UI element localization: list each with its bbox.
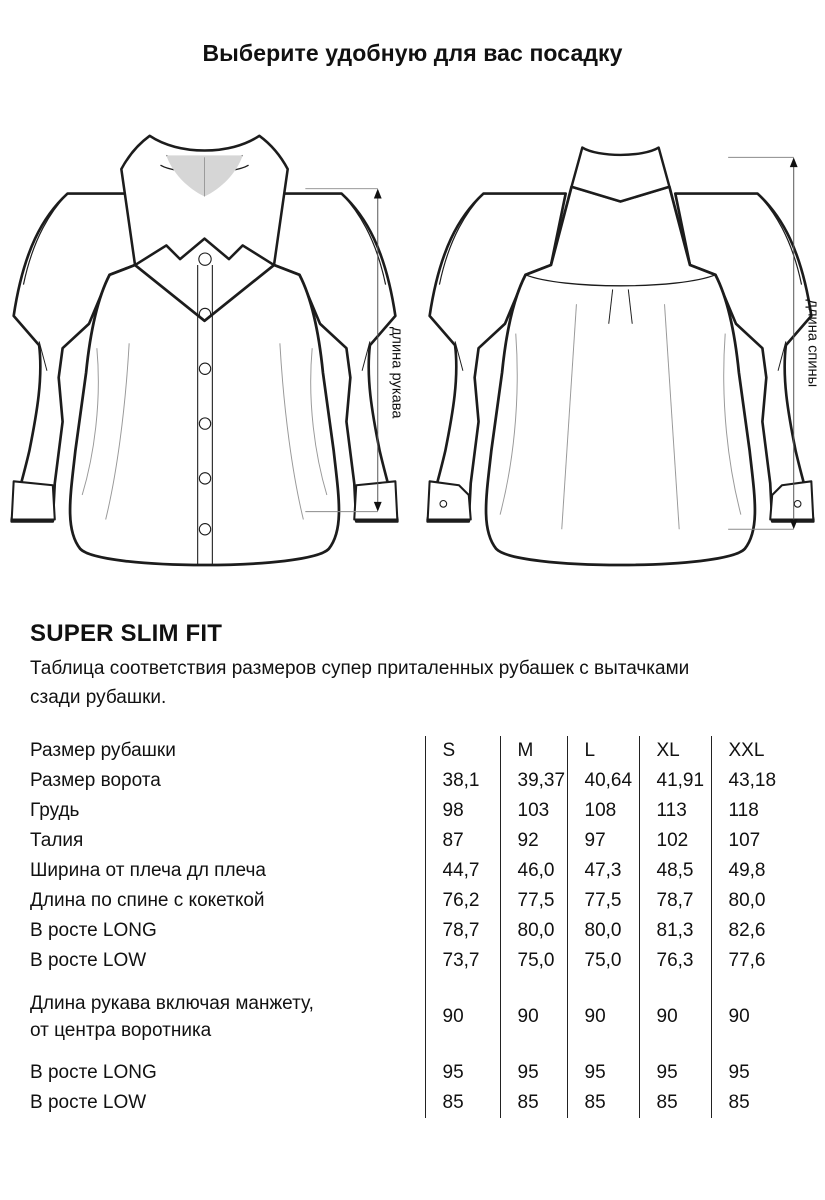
svg-text:длина спины: длина спины: [804, 299, 820, 387]
svg-text:длина рукава: длина рукава: [388, 327, 404, 420]
